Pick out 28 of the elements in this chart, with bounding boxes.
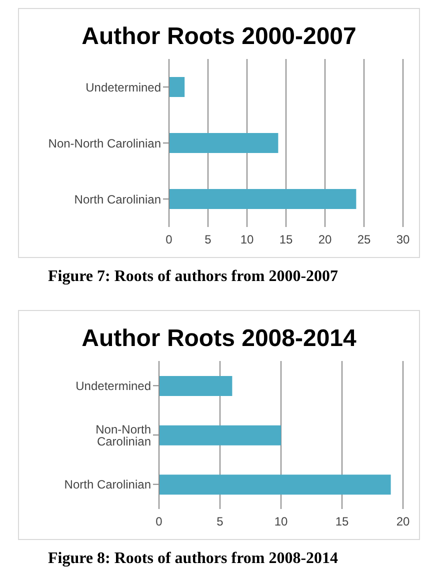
x-tick-label: 10 bbox=[240, 232, 254, 247]
y-tick-label: Non-North Carolinian bbox=[96, 422, 151, 448]
x-tick-label: 10 bbox=[274, 514, 288, 529]
bar bbox=[169, 189, 356, 209]
x-tick-label: 15 bbox=[279, 232, 293, 247]
chart-title: Author Roots 2000-2007 bbox=[80, 23, 358, 51]
y-tick-label: North Carolinian bbox=[64, 478, 151, 492]
bar bbox=[159, 376, 232, 396]
y-tick-label: Non-North Carolinian bbox=[48, 136, 161, 150]
y-tick-label: Undetermined bbox=[86, 80, 161, 94]
x-tick-label: 25 bbox=[357, 232, 371, 247]
x-tick-label: 0 bbox=[156, 514, 163, 529]
x-tick-label: 15 bbox=[335, 514, 349, 529]
x-tick-label: 5 bbox=[204, 232, 212, 247]
y-tick-label: Undetermined bbox=[76, 378, 151, 393]
bar bbox=[169, 133, 278, 153]
caption: Figure 8: Roots of authors from 2008-2014 bbox=[48, 550, 340, 568]
chart-title: Author Roots 2008-2014 bbox=[80, 325, 358, 353]
x-tick-label: 20 bbox=[318, 232, 332, 247]
caption: Figure 7: Roots of authors from 2000-2007 bbox=[48, 268, 340, 286]
x-tick-label: 0 bbox=[166, 232, 173, 247]
bar bbox=[169, 77, 185, 97]
x-tick-label: 5 bbox=[216, 514, 224, 529]
bar bbox=[159, 425, 281, 446]
x-tick-label: 30 bbox=[396, 232, 410, 247]
bar bbox=[159, 474, 391, 495]
x-tick-label: 20 bbox=[396, 514, 410, 529]
y-tick-label: North Carolinian bbox=[74, 192, 161, 206]
